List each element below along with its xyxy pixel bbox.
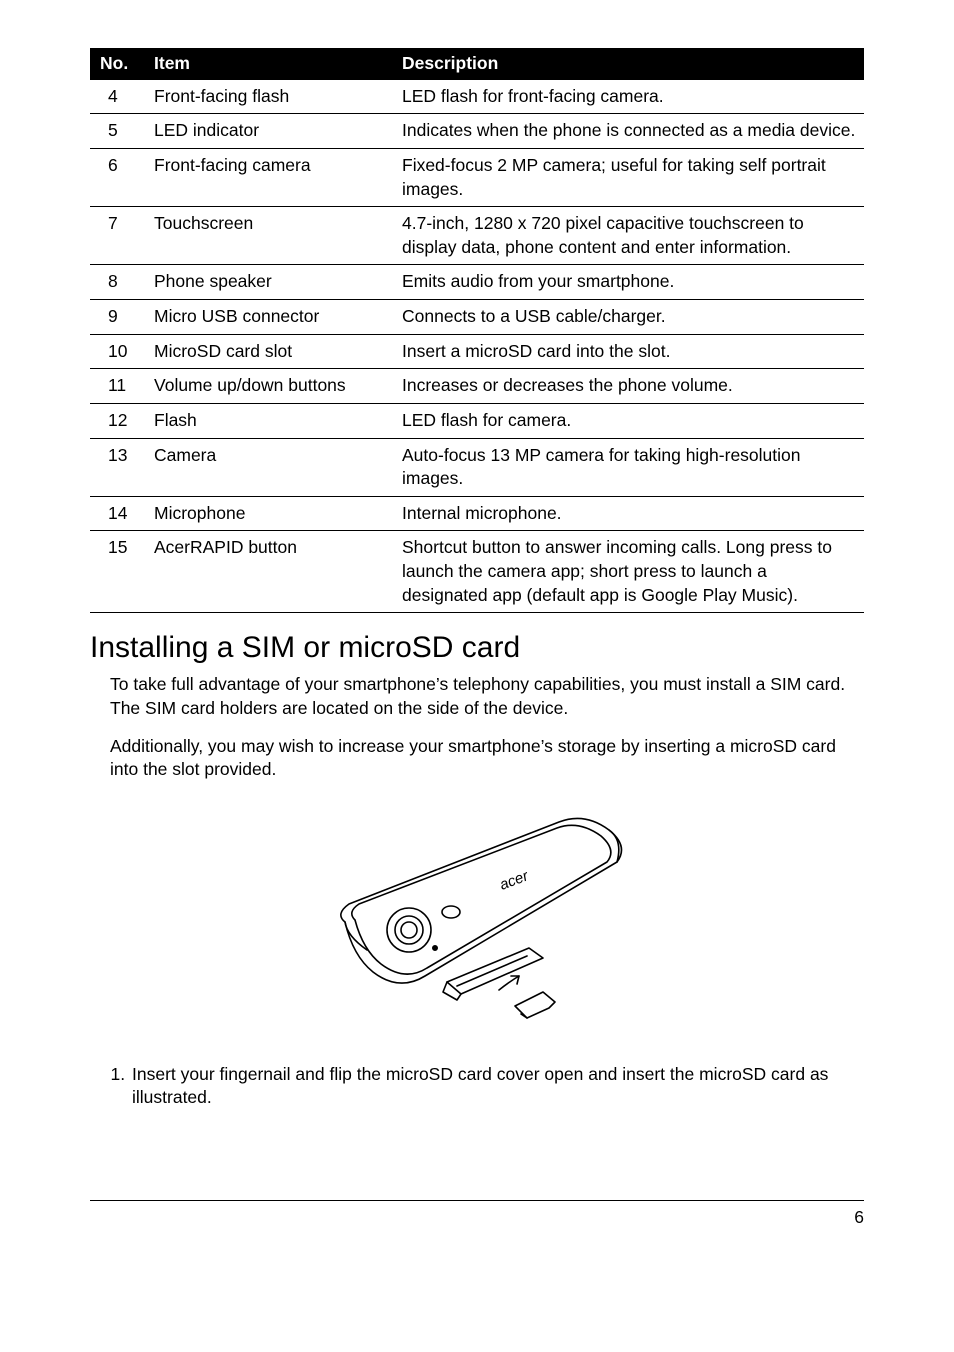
cell-desc: LED flash for front-facing camera. xyxy=(392,80,864,114)
section-heading: Installing a SIM or microSD card xyxy=(90,631,864,665)
cell-no: 14 xyxy=(90,496,144,531)
cell-item: AcerRAPID button xyxy=(144,531,392,613)
cell-item: Flash xyxy=(144,403,392,438)
cell-item: Camera xyxy=(144,438,392,496)
table-row: 9Micro USB connectorConnects to a USB ca… xyxy=(90,300,864,335)
cell-item: MicroSD card slot xyxy=(144,334,392,369)
cell-no: 4 xyxy=(90,80,144,114)
cell-desc: Indicates when the phone is connected as… xyxy=(392,114,864,149)
cell-item: Microphone xyxy=(144,496,392,531)
table-row: 15AcerRAPID buttonShortcut button to ans… xyxy=(90,531,864,613)
brand-text: acer xyxy=(497,867,531,894)
cell-no: 13 xyxy=(90,438,144,496)
spec-table-body: 4Front-facing flashLED flash for front-f… xyxy=(90,80,864,613)
cell-desc: 4.7-inch, 1280 x 720 pixel capacitive to… xyxy=(392,207,864,265)
cell-item: Volume up/down buttons xyxy=(144,369,392,404)
th-no: No. xyxy=(90,48,144,80)
table-row: 7Touchscreen4.7-inch, 1280 x 720 pixel c… xyxy=(90,207,864,265)
table-row: 10MicroSD card slotInsert a microSD card… xyxy=(90,334,864,369)
table-row: 5LED indicatorIndicates when the phone i… xyxy=(90,114,864,149)
cell-desc: Fixed-focus 2 MP camera; useful for taki… xyxy=(392,148,864,206)
table-row: 14MicrophoneInternal microphone. xyxy=(90,496,864,531)
cell-no: 7 xyxy=(90,207,144,265)
table-row: 13CameraAuto-focus 13 MP camera for taki… xyxy=(90,438,864,496)
cell-item: Front-facing camera xyxy=(144,148,392,206)
table-row: 12FlashLED flash for camera. xyxy=(90,403,864,438)
th-item: Item xyxy=(144,48,392,80)
page-number: 6 xyxy=(854,1207,864,1227)
cell-no: 6 xyxy=(90,148,144,206)
cell-desc: Auto-focus 13 MP camera for taking high-… xyxy=(392,438,864,496)
table-row: 6Front-facing cameraFixed-focus 2 MP cam… xyxy=(90,148,864,206)
cell-desc: Connects to a USB cable/charger. xyxy=(392,300,864,335)
page: No. Item Description 4Front-facing flash… xyxy=(0,0,954,1258)
phone-illustration: acer xyxy=(297,800,657,1030)
cell-item: Micro USB connector xyxy=(144,300,392,335)
cell-desc: LED flash for camera. xyxy=(392,403,864,438)
step-1: Insert your fingernail and flip the micr… xyxy=(130,1063,864,1110)
spec-table: No. Item Description 4Front-facing flash… xyxy=(90,48,864,613)
cell-item: LED indicator xyxy=(144,114,392,149)
cell-item: Touchscreen xyxy=(144,207,392,265)
cell-item: Phone speaker xyxy=(144,265,392,300)
table-row: 8Phone speakerEmits audio from your smar… xyxy=(90,265,864,300)
cell-no: 8 xyxy=(90,265,144,300)
cell-no: 12 xyxy=(90,403,144,438)
paragraph-1: To take full advantage of your smartphon… xyxy=(90,673,864,720)
cell-item: Front-facing flash xyxy=(144,80,392,114)
cell-desc: Insert a microSD card into the slot. xyxy=(392,334,864,369)
paragraph-2: Additionally, you may wish to increase y… xyxy=(90,735,864,782)
cell-desc: Internal microphone. xyxy=(392,496,864,531)
cell-no: 10 xyxy=(90,334,144,369)
cell-desc: Emits audio from your smartphone. xyxy=(392,265,864,300)
steps-list: Insert your fingernail and flip the micr… xyxy=(90,1063,864,1110)
cell-desc: Increases or decreases the phone volume. xyxy=(392,369,864,404)
cell-desc: Shortcut button to answer incoming calls… xyxy=(392,531,864,613)
cell-no: 9 xyxy=(90,300,144,335)
table-row: 4Front-facing flashLED flash for front-f… xyxy=(90,80,864,114)
illustration-wrapper: acer xyxy=(90,800,864,1035)
cell-no: 11 xyxy=(90,369,144,404)
table-row: 11Volume up/down buttonsIncreases or dec… xyxy=(90,369,864,404)
cell-no: 5 xyxy=(90,114,144,149)
cell-no: 15 xyxy=(90,531,144,613)
page-footer: 6 xyxy=(90,1200,864,1228)
th-desc: Description xyxy=(392,48,864,80)
